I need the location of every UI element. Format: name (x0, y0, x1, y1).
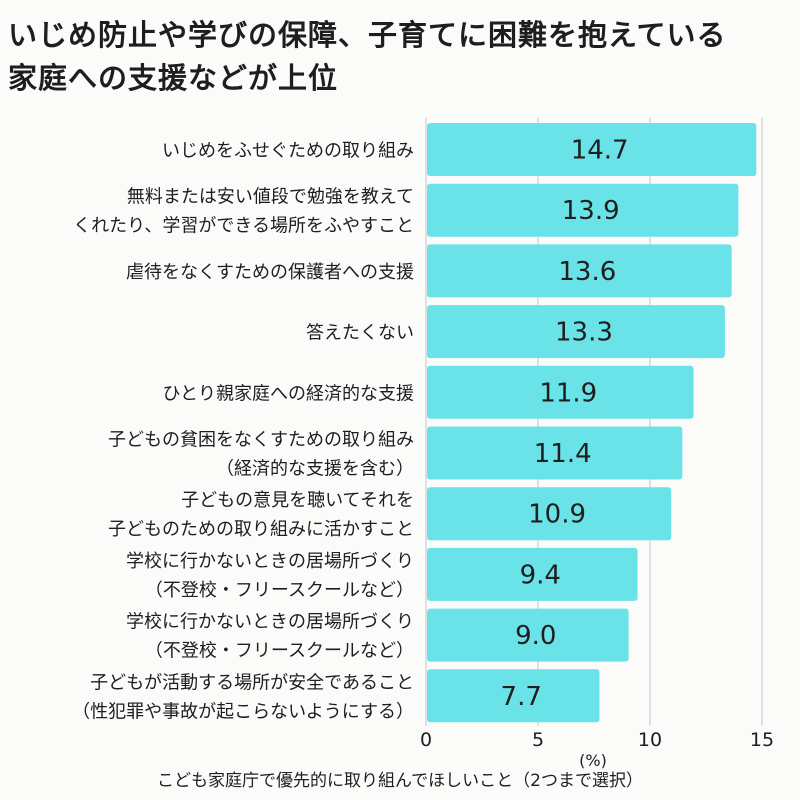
x-tick-label: 10 (638, 729, 662, 751)
category-label: 子どもが活動する場所が安全であること (90, 672, 414, 693)
data-label: 13.9 (562, 196, 620, 226)
x-tick-label: 15 (750, 729, 774, 751)
category-label: 虐待をなくすための保護者への支援 (126, 262, 414, 283)
bar (427, 365, 694, 419)
data-label: 13.3 (555, 318, 613, 348)
bar (427, 547, 638, 601)
data-label: 11.4 (534, 439, 592, 469)
data-label: 9.0 (515, 621, 556, 651)
x-tick-label: 0 (420, 729, 432, 751)
bar (427, 244, 732, 298)
bar (427, 123, 757, 176)
category-label: （不登校・フリースクールなど） (145, 580, 414, 601)
category-label: 子どものための取り組みに活かすこと (108, 519, 414, 540)
data-label: 11.9 (539, 378, 597, 408)
chart-title-line-2: 家庭への支援などが上位 (8, 61, 339, 95)
category-label: （不登校・フリースクールなど） (145, 641, 414, 662)
bar (427, 608, 629, 662)
chart-title: いじめ防止や学びの保障、子育てに困難を抱えている 家庭への支援などが上位 (8, 14, 792, 100)
category-label: 子どもの貧困をなくすための取り組み (108, 430, 414, 451)
category-label: （性犯罪や事故が起こらないようにする） (72, 701, 414, 722)
bar (427, 426, 683, 480)
data-label: 14.7 (571, 136, 629, 166)
category-label: いじめをふせぐための取り組み (162, 141, 414, 162)
category-label: 学校に行かないときの居場所づくり (126, 551, 414, 572)
bar (427, 669, 600, 723)
data-label: 10.9 (528, 500, 586, 530)
data-label: 13.6 (558, 257, 616, 287)
bar (427, 305, 725, 359)
category-label: 子どもの意見を聴いてそれを (181, 490, 414, 511)
category-label: （経済的な支援を含む） (216, 459, 414, 480)
x-tick-label: 5 (532, 729, 544, 751)
chart-caption: こども家庭庁で優先的に取り組んでほしいこと（2つまで選択） (157, 771, 643, 791)
category-label: ひとり親家庭への経済的な支援 (163, 383, 414, 404)
category-label: くれたり、学習ができる場所をふやすこと (73, 216, 414, 237)
chart-title-line-1: いじめ防止や学びの保障、子育てに困難を抱えている (8, 18, 727, 52)
category-label: 学校に行かないときの居場所づくり (126, 612, 414, 633)
category-label: 無料または安い値段で勉強を教えて (127, 187, 414, 208)
category-label: 答えたくない (306, 323, 414, 344)
x-axis-unit-label: (%) (579, 751, 607, 770)
bar (427, 487, 672, 541)
data-label: 7.7 (501, 682, 542, 712)
bar (427, 183, 739, 237)
data-label: 9.4 (520, 560, 561, 590)
